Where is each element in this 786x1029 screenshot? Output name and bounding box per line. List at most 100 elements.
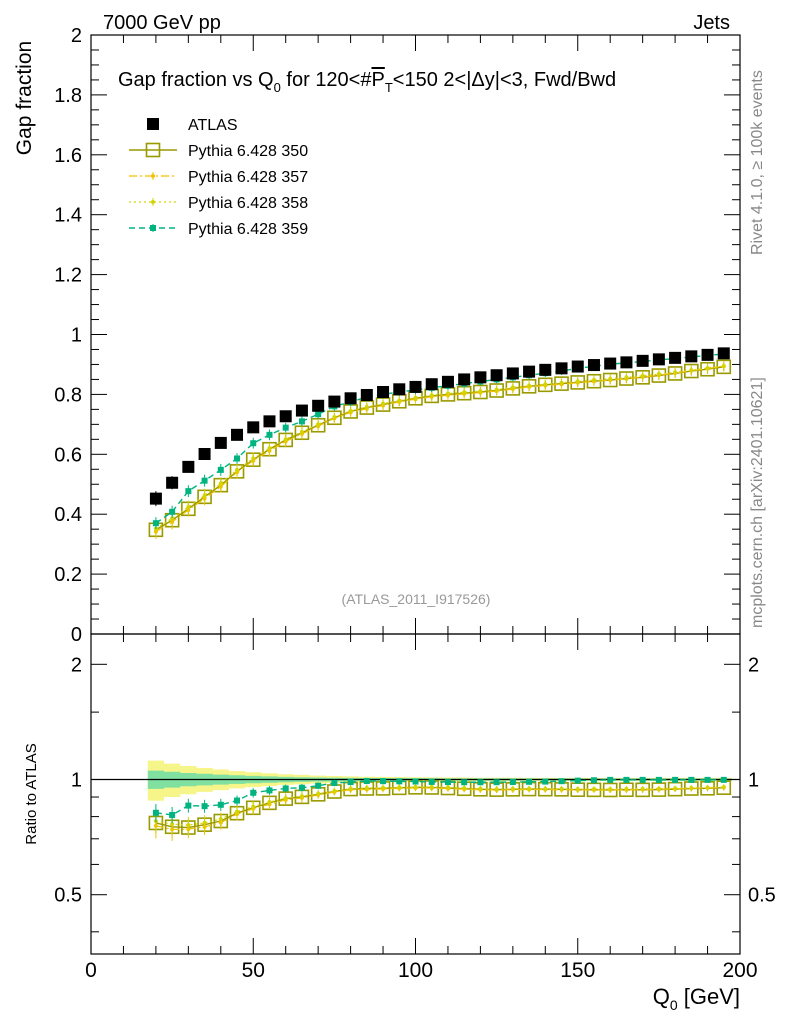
series-pythia-6-428-358-ratio-point bbox=[413, 784, 418, 789]
series-pythia-6-428-358-point bbox=[186, 505, 191, 510]
series-pythia-6-428-358-point bbox=[527, 383, 532, 388]
series-pythia-6-428-358-ratio-point bbox=[608, 787, 613, 792]
series-pythia-6-428-358-point bbox=[283, 437, 288, 442]
series-pythia-6-428-359-ratio-point bbox=[347, 779, 354, 786]
series-atlas-point bbox=[636, 354, 649, 367]
series-pythia-6-428-358-ratio-point bbox=[494, 787, 499, 792]
series-pythia-6-428-358-ratio-point bbox=[478, 786, 483, 791]
series-atlas-point bbox=[247, 421, 260, 434]
legend-pythia-6-428-357-marker bbox=[151, 174, 155, 178]
series-pythia-6-428-359-ratio-point bbox=[201, 803, 208, 810]
series-pythia-6-428-358-ratio-point bbox=[364, 786, 369, 791]
series-pythia-6-428-358-point bbox=[316, 422, 321, 427]
series-pythia-6-428-359-point bbox=[201, 477, 208, 484]
series-atlas-point bbox=[441, 375, 454, 388]
series-atlas-point bbox=[198, 448, 211, 461]
series-pythia-6-428-358-ratio-point bbox=[462, 786, 467, 791]
ratio-series-layer bbox=[148, 776, 732, 841]
series-pythia-6-428-359-ratio-point bbox=[704, 776, 711, 783]
series-pythia-6-428-359-ratio-point bbox=[396, 778, 403, 785]
series-pythia-6-428-358-point bbox=[656, 372, 661, 377]
series-pythia-6-428-359-ratio-point bbox=[672, 776, 679, 783]
series-atlas-point bbox=[149, 492, 162, 505]
series-pythia-6-428-358-point bbox=[267, 446, 272, 451]
legend-pythia-6-428-357-label: Pythia 6.428 357 bbox=[188, 169, 308, 186]
y-tick-label: 2 bbox=[71, 25, 82, 47]
series-atlas-point bbox=[685, 350, 698, 363]
series-pythia-6-428-359-ratio-point bbox=[558, 778, 565, 785]
series-pythia-6-428-358-point bbox=[478, 389, 483, 394]
series-pythia-6-428-358-ratio-point bbox=[283, 796, 288, 801]
x-axis-label: Q0 [GeV] bbox=[653, 984, 740, 1013]
series-atlas-point bbox=[458, 373, 471, 386]
series-pythia-6-428-358-ratio-point bbox=[299, 794, 304, 799]
series-pythia-6-428-359-ratio-point bbox=[331, 779, 338, 786]
y-tick-label: 1.8 bbox=[54, 85, 82, 107]
series-pythia-6-428-358-point bbox=[543, 382, 548, 387]
series-pythia-6-428-359-ratio-point bbox=[509, 779, 516, 786]
series-pythia-6-428-358-ratio-point bbox=[332, 789, 337, 794]
y-tick-label: 0.2 bbox=[54, 564, 82, 586]
series-pythia-6-428-358-point bbox=[721, 363, 726, 368]
legend: ATLAS Pythia 6.428 350 Pythia 6.428 357 Pyt… bbox=[129, 117, 308, 238]
series-atlas-point bbox=[669, 351, 682, 364]
series-pythia-6-428-350-point bbox=[327, 410, 342, 426]
series-atlas-point bbox=[717, 347, 730, 360]
series-pythia-6-428-358-ratio-point bbox=[559, 786, 564, 791]
series-pythia-6-428-358-ratio-point bbox=[381, 785, 386, 790]
series-pythia-6-428-358-point bbox=[673, 370, 678, 375]
series-pythia-6-428-350-ratio-line bbox=[155, 786, 724, 829]
series-pythia-6-428-359-ratio-point bbox=[655, 776, 662, 783]
series-atlas-point bbox=[490, 369, 503, 382]
series-pythia-6-428-358-point bbox=[608, 376, 613, 381]
legend-pythia-6-428-359-label: Pythia 6.428 359 bbox=[188, 221, 308, 238]
series-pythia-6-428-358-point bbox=[624, 375, 629, 380]
series-pythia-6-428-359-ratio-point bbox=[266, 787, 273, 794]
series-pythia-6-428-358-line bbox=[155, 365, 724, 530]
series-pythia-6-428-358-point bbox=[202, 493, 207, 498]
series-pythia-6-428-359-ratio-point bbox=[639, 776, 646, 783]
series-pythia-6-428-359-ratio-point bbox=[298, 784, 305, 791]
series-pythia-6-428-359-ratio-point bbox=[461, 779, 468, 786]
series-pythia-6-428-359-point bbox=[315, 411, 322, 418]
series-pythia-6-428-359-ratio-point bbox=[477, 779, 484, 786]
series-pythia-6-428-358-ratio-point bbox=[510, 786, 515, 791]
ratio-tick-label-right: 2 bbox=[748, 654, 759, 676]
series-atlas-point bbox=[620, 356, 633, 369]
ratio-band-outer bbox=[147, 760, 732, 801]
series-pythia-6-428-358-ratio-point bbox=[251, 804, 256, 809]
series-pythia-6-428-358-point bbox=[689, 368, 694, 373]
series-pythia-6-428-359-point bbox=[298, 418, 305, 425]
series-pythia-6-428-358-ratio-point bbox=[218, 817, 223, 822]
series-atlas-point bbox=[279, 410, 292, 423]
series-pythia-6-428-359-ratio-point bbox=[152, 809, 159, 816]
series-pythia-6-428-359-point bbox=[234, 455, 241, 462]
y-axis-label: Gap fraction bbox=[13, 41, 36, 155]
series-atlas-point bbox=[263, 415, 276, 428]
series-atlas-point bbox=[652, 353, 665, 366]
series-pythia-6-428-358-ratio-point bbox=[673, 786, 678, 791]
series-atlas-point bbox=[231, 428, 244, 441]
series-atlas-point bbox=[587, 359, 600, 372]
series-pythia-6-428-359-point bbox=[217, 466, 224, 473]
ratio-tick-label-left: 1 bbox=[71, 770, 82, 792]
series-pythia-6-428-359-ratio-point bbox=[169, 811, 176, 818]
series-atlas-point bbox=[360, 388, 373, 401]
series-pythia-6-428-358-point bbox=[640, 373, 645, 378]
series-pythia-6-428-358-point bbox=[332, 415, 337, 420]
legend-pythia-6-428-350-marker bbox=[145, 142, 161, 158]
series-pythia-6-428-358-point bbox=[462, 390, 467, 395]
y-tick-label: 0 bbox=[71, 624, 82, 646]
series-atlas-point bbox=[523, 365, 536, 378]
series-pythia-6-428-359-ratio-point bbox=[444, 779, 451, 786]
series-pythia-6-428-359-ratio-point bbox=[590, 777, 597, 784]
series-pythia-6-428-358-ratio-point bbox=[543, 786, 548, 791]
series-atlas-point bbox=[474, 371, 487, 384]
series-atlas-point bbox=[506, 367, 519, 380]
series-atlas-point bbox=[182, 460, 195, 473]
series-pythia-6-428-358-ratio-point bbox=[624, 786, 629, 791]
series-pythia-6-428-358-point bbox=[397, 398, 402, 403]
series-pythia-6-428-358-point bbox=[575, 379, 580, 384]
series-pythia-6-428-359-ratio-point bbox=[493, 779, 500, 786]
